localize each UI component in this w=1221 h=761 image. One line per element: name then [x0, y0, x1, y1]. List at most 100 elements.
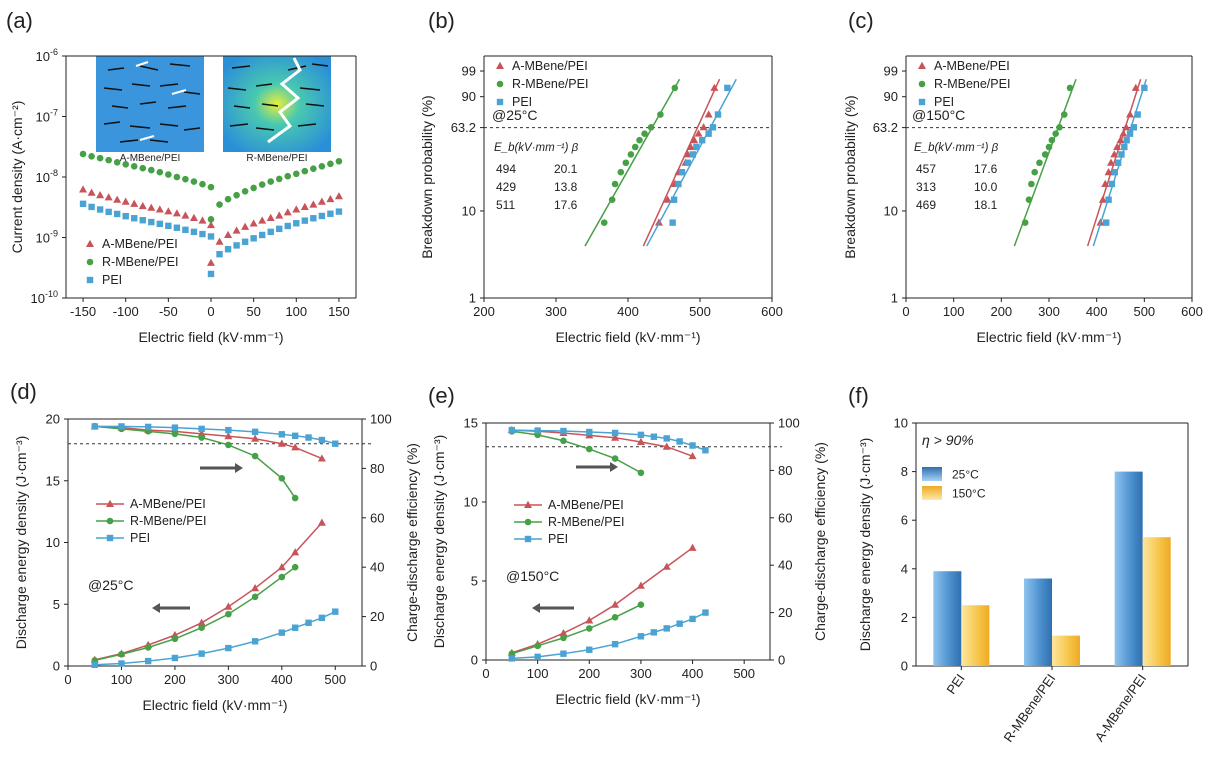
data-point: [1036, 159, 1043, 167]
data-point: [165, 171, 172, 178]
y-tick-exponent: -10: [45, 289, 58, 299]
y-tick-base: 10: [36, 231, 50, 246]
data-point: [1106, 158, 1115, 166]
legend-label: PEI: [548, 532, 568, 546]
series-line: [511, 604, 642, 655]
legend-marker: [496, 80, 504, 88]
legend-label: 25°C: [952, 468, 979, 482]
data-point: [225, 644, 232, 652]
panel-label: (e): [428, 383, 455, 408]
y-tick-label: 0: [53, 659, 60, 674]
y-tick-label: 10: [464, 495, 478, 510]
table-eb-value: 313: [916, 180, 936, 194]
data-point: [650, 629, 658, 636]
data-point: [637, 633, 645, 640]
y-tick-label: 63.2: [873, 120, 898, 135]
y-tick-label: 0: [471, 653, 478, 668]
y-tick-base: 10: [31, 291, 45, 306]
data-point: [675, 180, 682, 188]
y-tick-label: 20: [46, 412, 60, 427]
data-point: [207, 270, 215, 278]
data-point: [207, 258, 215, 266]
x-tick-label: 400: [682, 666, 704, 681]
table-eb-value: 494: [496, 162, 516, 176]
data-point: [250, 235, 257, 242]
inset-a-mbene-image: [96, 56, 204, 152]
x-axis-label: Electric field (kV·mm⁻¹): [555, 329, 700, 345]
data-point: [258, 231, 266, 239]
data-point: [258, 181, 266, 188]
legend-label: PEI: [512, 95, 532, 109]
data-point: [600, 219, 608, 226]
data-point: [709, 124, 717, 131]
panel-a-inset: A-MBene/PEI R-MBene/PEI: [96, 56, 331, 164]
x-tick-label: 200: [164, 672, 186, 687]
legend-label: R-MBene/PEI: [512, 77, 588, 91]
data-point: [671, 84, 679, 92]
legend-label: PEI: [102, 273, 122, 287]
data-point: [1131, 83, 1140, 91]
data-point: [686, 142, 695, 150]
data-point: [301, 167, 309, 175]
data-point: [155, 205, 164, 213]
data-point: [291, 548, 300, 556]
y-tick-label: 100: [370, 412, 392, 427]
data-point: [96, 206, 104, 213]
series-PEI efficiency: [91, 423, 339, 447]
data-point: [508, 426, 516, 434]
data-point: [207, 183, 215, 191]
data-point: [144, 644, 152, 651]
legend-label: A-MBene/PEI: [130, 497, 206, 511]
data-point: [225, 441, 232, 449]
data-point: [233, 242, 240, 249]
data-point: [182, 175, 189, 183]
data-point: [79, 200, 87, 208]
series-line: [94, 610, 336, 666]
data-point: [637, 601, 645, 608]
data-point: [122, 161, 130, 168]
series-PEI: [646, 78, 737, 247]
table-beta-value: 18.1: [974, 198, 998, 212]
data-point: [292, 170, 300, 178]
data-point: [267, 178, 275, 185]
data-point: [198, 624, 205, 632]
direction-arrow-head: [610, 462, 618, 472]
data-point: [278, 474, 286, 482]
data-point: [144, 657, 152, 665]
y-tick-label: 100: [778, 416, 800, 431]
data-point: [636, 437, 645, 445]
data-point: [1119, 129, 1128, 137]
data-point: [559, 628, 568, 637]
data-point: [1056, 124, 1063, 131]
data-point: [1126, 110, 1135, 118]
x-tick-label: 0: [902, 304, 909, 319]
data-point: [657, 111, 664, 118]
data-point: [251, 638, 259, 645]
x-tick-label: 300: [1038, 304, 1060, 319]
data-point: [714, 111, 722, 118]
data-point: [171, 635, 179, 643]
y-tick-label: 4: [901, 561, 908, 576]
data-point: [704, 110, 713, 118]
data-point: [113, 158, 121, 166]
series-R-MBene/PEI: [584, 78, 681, 247]
legend-label: R-MBene/PEI: [548, 515, 624, 529]
panel-label: (c): [848, 8, 874, 33]
legend-marker: [918, 98, 926, 106]
data-point: [334, 192, 343, 200]
legend-marker: [496, 61, 504, 69]
data-point: [1126, 130, 1134, 137]
panel-a: -150 -100 -50 0 50 100 15010-1010-910-810-710-…: [6, 8, 357, 345]
data-point: [291, 494, 299, 502]
x-tick-label: 600: [1181, 304, 1203, 319]
data-point: [190, 178, 198, 185]
table-header: E_b(kV·mm⁻¹) β: [914, 142, 999, 154]
legend-marker: [496, 98, 504, 106]
data-point: [225, 610, 232, 618]
data-point: [310, 215, 317, 222]
y-tick-base: 10: [36, 110, 50, 125]
data-point: [534, 427, 541, 434]
y-tick-label: 10-7: [36, 108, 58, 125]
data-point: [684, 159, 691, 166]
